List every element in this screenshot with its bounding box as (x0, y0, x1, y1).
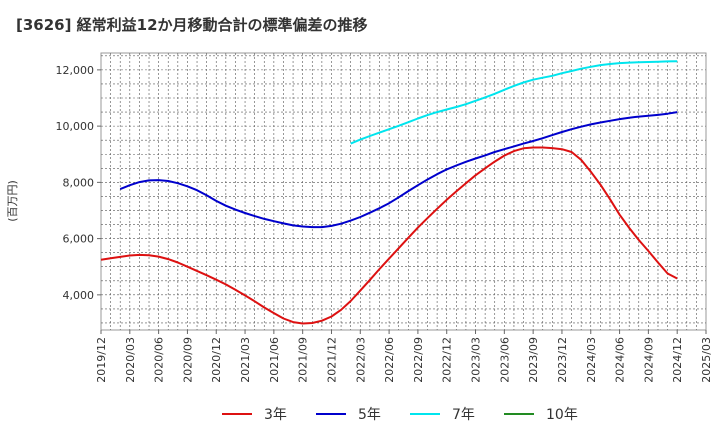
y-tick-label: 12,000 (56, 64, 95, 77)
y-axis-label: (百万円) (6, 180, 19, 222)
y-tick-label: 4,000 (63, 289, 95, 302)
x-tick-label: 2022/06 (383, 337, 396, 383)
legend-label: 7年 (452, 407, 475, 423)
x-tick-label: 2023/06 (498, 337, 511, 383)
legend: 3年 5年 7年 10年 (222, 407, 578, 423)
x-tick-label: 2024/12 (671, 337, 684, 383)
x-tick-label: 2024/09 (642, 337, 655, 383)
x-tick-label: 2021/06 (268, 337, 281, 383)
x-tick-label: 2022/09 (412, 337, 425, 383)
legend-label: 10年 (546, 407, 578, 423)
series-line-7年 (350, 60, 678, 145)
x-tick-label: 2020/06 (153, 337, 166, 383)
x-tick-label: 2024/06 (614, 337, 627, 383)
plot-area (100, 52, 707, 331)
x-tick-label: 2023/09 (527, 337, 540, 383)
x-axis: 2019/12 2020/03 2020/06 2020/09 2020/12 2021/… (95, 330, 713, 383)
x-tick-label: 2019/12 (95, 337, 108, 383)
x-tick-label: 2020/09 (181, 337, 194, 383)
chart-title: [3626] 経常利益12か月移動合計の標準偏差の推移 (16, 16, 368, 34)
x-tick-label: 2025/03 (700, 337, 713, 383)
series-line-3年 (100, 146, 678, 325)
legend-label: 5年 (358, 407, 381, 423)
x-tick-label: 2020/03 (124, 337, 137, 383)
grid-layer (101, 53, 706, 330)
y-tick-label: 8,000 (63, 176, 95, 189)
x-tick-label: 2022/03 (354, 337, 367, 383)
x-tick-label: 2021/03 (239, 337, 252, 383)
y-axis: 4,000 6,000 8,000 10,000 12,000 (56, 64, 101, 302)
series-line-5年 (119, 111, 678, 229)
y-tick-label: 10,000 (56, 120, 95, 133)
x-tick-label: 2021/12 (325, 337, 338, 383)
x-tick-label: 2020/12 (210, 337, 223, 383)
series-layer (100, 60, 678, 325)
x-tick-label: 2023/03 (470, 337, 483, 383)
x-tick-label: 2024/03 (585, 337, 598, 383)
x-tick-label: 2022/12 (441, 337, 454, 383)
y-tick-label: 6,000 (63, 233, 95, 246)
legend-label: 3年 (264, 407, 287, 423)
x-tick-label: 2023/12 (556, 337, 569, 383)
x-tick-label: 2021/09 (297, 337, 310, 383)
